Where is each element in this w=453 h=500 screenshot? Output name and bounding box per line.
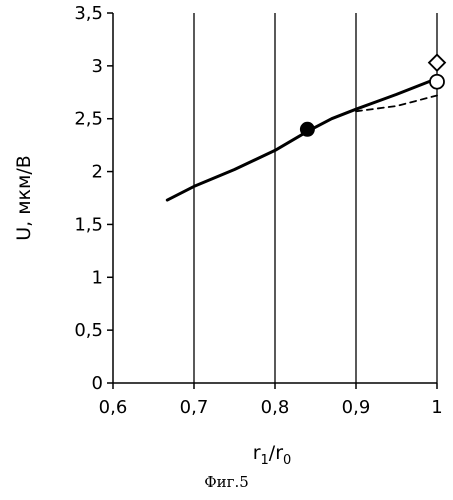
x-axis-label: r1/r0 xyxy=(253,442,292,468)
x-tick-labels: 0,6 0,7 0,8 0,9 1 xyxy=(99,397,443,418)
x-tick-label: 0,9 xyxy=(342,397,371,418)
y-tick-label: 3 xyxy=(92,56,103,77)
chart: 0,60,70,80,91 00,511,522,533,5 U, мкм/В … xyxy=(0,0,453,470)
y-tick-label: 1 xyxy=(92,267,103,288)
marker-filled-circle xyxy=(300,122,315,137)
x-tick-label: 0,6 xyxy=(99,397,128,418)
marker-open-circle xyxy=(430,75,444,89)
x-tick-label: 1 xyxy=(431,397,442,418)
figure-caption: Фиг.5 xyxy=(0,473,453,491)
y-tick-label: 2,5 xyxy=(74,109,103,130)
y-tick-labels: 0 0,5 1 1,5 2 2,5 3 3,5 xyxy=(74,3,103,394)
x-axis-label-sub2: 0 xyxy=(283,453,291,468)
x-axis-label-sep: /r xyxy=(269,442,283,464)
y-tick-label: 1,5 xyxy=(74,214,103,235)
x-axis-label-sub1: 1 xyxy=(261,453,269,468)
y-tick-label: 3,5 xyxy=(74,3,103,24)
series-line-solid xyxy=(167,79,437,201)
grid-lines xyxy=(194,13,437,383)
x-tick-label: 0,8 xyxy=(261,397,290,418)
x-tick-label: 0,7 xyxy=(180,397,209,418)
marker-open-diamond xyxy=(429,55,445,71)
y-tick-label: 2 xyxy=(92,162,103,183)
y-axis-label: U, мкм/В xyxy=(13,155,35,241)
y-tick-label: 0 xyxy=(92,373,103,394)
y-tick-label: 0,5 xyxy=(74,320,103,341)
series-group xyxy=(167,79,437,201)
axes xyxy=(107,13,437,389)
x-axis-label-base: r xyxy=(253,442,261,464)
